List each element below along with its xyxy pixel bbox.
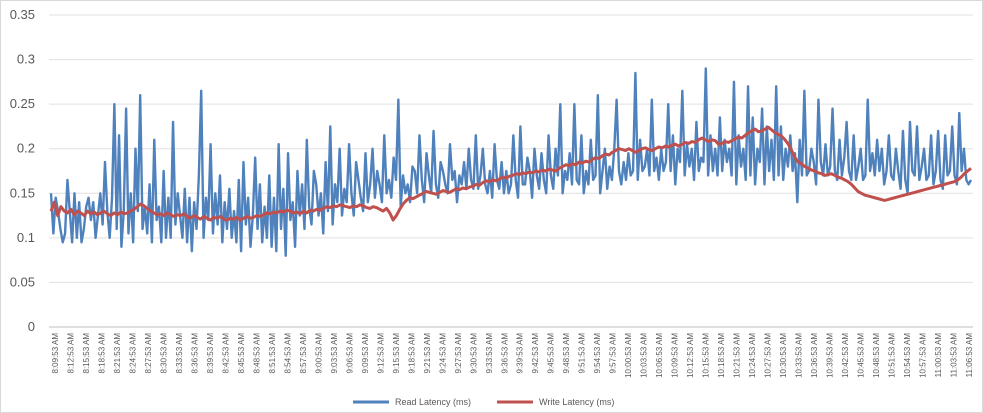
x-tick-label: 10:21:53 AM bbox=[733, 333, 742, 378]
x-tick-label: 9:09:53 AM bbox=[361, 333, 370, 374]
x-tick-label: 8:54:53 AM bbox=[283, 333, 292, 374]
x-tick-label: 11:06:53 AM bbox=[965, 333, 974, 378]
x-tick-label: 11:00:53 AM bbox=[934, 333, 943, 378]
y-tick-label: 0.3 bbox=[17, 52, 35, 67]
x-tick-label: 9:57:53 AM bbox=[609, 333, 618, 374]
x-tick-label: 8:45:53 AM bbox=[237, 333, 246, 374]
x-tick-label: 10:45:53 AM bbox=[857, 333, 866, 378]
x-tick-label: 10:15:53 AM bbox=[702, 333, 711, 378]
x-tick-label: 9:27:53 AM bbox=[454, 333, 463, 374]
x-tick-label: 10:30:53 AM bbox=[779, 333, 788, 378]
x-tick-label: 9:18:53 AM bbox=[407, 333, 416, 374]
x-tick-label: 10:39:53 AM bbox=[826, 333, 835, 378]
series-line-read-latency bbox=[49, 67, 973, 257]
x-tick-label: 8:15:53 AM bbox=[82, 333, 91, 374]
y-tick-label: 0.1 bbox=[17, 230, 35, 245]
y-tick-label: 0.05 bbox=[10, 274, 35, 289]
x-tick-label: 8:57:53 AM bbox=[299, 333, 308, 374]
x-tick-label: 9:33:53 AM bbox=[485, 333, 494, 374]
legend-label: Read Latency (ms) bbox=[395, 397, 471, 407]
x-tick-label: 8:12:53 AM bbox=[66, 333, 75, 374]
x-tick-label: 8:30:53 AM bbox=[159, 333, 168, 374]
x-tick-label: 10:48:53 AM bbox=[872, 333, 881, 378]
x-tick-label: 9:51:53 AM bbox=[578, 333, 587, 374]
x-tick-label: 8:33:53 AM bbox=[175, 333, 184, 374]
x-tick-label: 10:24:53 AM bbox=[748, 333, 757, 378]
y-tick-label: 0.25 bbox=[10, 96, 35, 111]
x-tick-label: 9:21:53 AM bbox=[423, 333, 432, 374]
y-tick-label: 0.35 bbox=[10, 7, 35, 22]
x-tick-label: 9:30:53 AM bbox=[469, 333, 478, 374]
x-tick-label: 11:03:53 AM bbox=[950, 333, 959, 378]
x-tick-label: 10:27:53 AM bbox=[764, 333, 773, 378]
x-axis-ticks: 8:09:53 AM 8:12:53 AM 8:15:53 AM 8:18:53 AM… bbox=[51, 333, 974, 378]
x-tick-label: 10:36:53 AM bbox=[810, 333, 819, 378]
x-tick-label: 8:39:53 AM bbox=[206, 333, 215, 374]
x-tick-label: 10:12:53 AM bbox=[686, 333, 695, 378]
x-tick-label: 10:42:53 AM bbox=[841, 333, 850, 378]
x-tick-label: 10:18:53 AM bbox=[717, 333, 726, 378]
x-tick-label: 10:57:53 AM bbox=[919, 333, 928, 378]
x-tick-label: 8:51:53 AM bbox=[268, 333, 277, 374]
x-tick-label: 9:39:53 AM bbox=[516, 333, 525, 374]
x-tick-label: 10:00:53 AM bbox=[624, 333, 633, 378]
series-lines bbox=[49, 67, 973, 257]
x-tick-label: 9:54:53 AM bbox=[593, 333, 602, 374]
x-tick-label: 9:24:53 AM bbox=[438, 333, 447, 374]
x-tick-label: 10:33:53 AM bbox=[795, 333, 804, 378]
x-tick-label: 10:03:53 AM bbox=[640, 333, 649, 378]
x-tick-label: 8:27:53 AM bbox=[144, 333, 153, 374]
x-tick-label: 9:03:53 AM bbox=[330, 333, 339, 374]
x-tick-label: 8:42:53 AM bbox=[221, 333, 230, 374]
x-tick-label: 10:09:53 AM bbox=[671, 333, 680, 378]
x-tick-label: 8:09:53 AM bbox=[51, 333, 60, 374]
legend-label: Write Latency (ms) bbox=[539, 397, 614, 407]
legend: Read Latency (ms) Write Latency (ms) bbox=[353, 397, 614, 407]
x-tick-label: 8:48:53 AM bbox=[252, 333, 261, 374]
x-tick-label: 10:51:53 AM bbox=[888, 333, 897, 378]
x-tick-label: 8:36:53 AM bbox=[190, 333, 199, 374]
x-tick-label: 9:06:53 AM bbox=[345, 333, 354, 374]
x-tick-label: 9:00:53 AM bbox=[314, 333, 323, 374]
x-tick-label: 9:45:53 AM bbox=[547, 333, 556, 374]
x-tick-label: 9:15:53 AM bbox=[392, 333, 401, 374]
x-tick-label: 10:06:53 AM bbox=[655, 333, 664, 378]
y-tick-label: 0 bbox=[28, 319, 35, 334]
x-tick-label: 8:21:53 AM bbox=[113, 333, 122, 374]
y-tick-label: 0.15 bbox=[10, 185, 35, 200]
y-axis-ticks: 0 0.05 0.1 0.15 0.2 0.25 0.3 0.35 bbox=[10, 7, 35, 334]
y-tick-label: 0.2 bbox=[17, 141, 35, 156]
x-tick-label: 8:18:53 AM bbox=[97, 333, 106, 374]
x-tick-label: 8:24:53 AM bbox=[128, 333, 137, 374]
x-tick-label: 9:12:53 AM bbox=[376, 333, 385, 374]
series-line-write-latency bbox=[49, 125, 972, 222]
x-tick-label: 9:42:53 AM bbox=[531, 333, 540, 374]
x-tick-label: 10:54:53 AM bbox=[903, 333, 912, 378]
x-tick-label: 9:36:53 AM bbox=[500, 333, 509, 374]
x-tick-label: 9:48:53 AM bbox=[562, 333, 571, 374]
